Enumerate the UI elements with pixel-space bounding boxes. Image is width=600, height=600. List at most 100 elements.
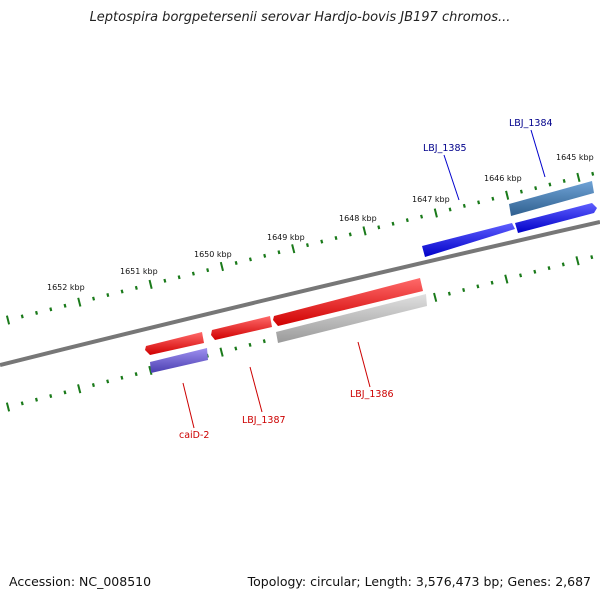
gene-caid2-arrow[interactable] <box>145 332 204 355</box>
inner-ring-minor-tick <box>20 401 24 406</box>
outer-ring-minor-tick <box>420 214 424 219</box>
outer-ring-minor-tick <box>92 296 96 301</box>
gene-label-lbj1386[interactable]: LBJ_1386 <box>350 389 394 400</box>
outer-ring-minor-tick <box>348 232 352 237</box>
outer-ring-minor-tick <box>377 225 381 230</box>
outer-ring-minor-tick <box>263 253 267 258</box>
inner-ring-minor-tick <box>234 346 238 351</box>
inner-ring-major-tick <box>219 347 224 357</box>
inner-ring-minor-tick <box>547 266 551 271</box>
inner-ring-minor-tick <box>561 262 565 267</box>
outer-ring-major-tick <box>505 190 510 200</box>
outer-ring-minor-tick <box>35 310 39 315</box>
outer-ring-minor-tick <box>491 196 495 201</box>
tick-label-1652: 1652 kbp <box>47 283 85 292</box>
inner-ring-major-tick <box>504 274 509 284</box>
lbj1386-leader <box>357 341 371 388</box>
outer-ring-minor-tick <box>234 260 238 265</box>
gene-lbj1385-arrow[interactable] <box>422 223 515 257</box>
inner-ring-minor-tick <box>106 379 110 384</box>
gene-label-lbj1387[interactable]: LBJ_1387 <box>242 415 286 426</box>
outer-ring-minor-tick <box>163 278 167 283</box>
inner-ring-major-tick <box>433 292 438 302</box>
lbj1387-leader <box>249 366 263 413</box>
tick-label-1650: 1650 kbp <box>194 250 232 259</box>
caid2-leader <box>182 382 195 429</box>
map-title: Leptospira borgpetersenii serovar Hardjo… <box>89 10 511 25</box>
accession-text: Accession: NC_008510 <box>9 574 152 589</box>
outer-ring-minor-tick <box>20 314 24 319</box>
gene-lbj1386-gray-arrow[interactable] <box>276 294 427 343</box>
outer-ring-minor-tick <box>63 303 67 308</box>
gene-label-caid2[interactable]: caiD-2 <box>179 430 209 441</box>
gene-label-lbj1384[interactable]: LBJ_1384 <box>509 118 553 129</box>
gene-lbj1387-arrow[interactable] <box>211 316 272 340</box>
gene-blue-top-arrow[interactable] <box>509 181 594 216</box>
tick-label-1651: 1651 kbp <box>120 267 158 276</box>
inner-ring-minor-tick <box>462 287 466 293</box>
inner-ring-minor-tick <box>248 342 252 347</box>
inner-ring-minor-tick <box>590 255 594 260</box>
outer-ring-minor-tick <box>305 243 309 248</box>
outer-ring-major-tick <box>148 279 153 289</box>
tick-label-1647: 1647 kbp <box>412 195 450 204</box>
gene-lbj1386-arrow[interactable] <box>273 278 423 326</box>
outer-ring-major-tick <box>362 226 367 236</box>
outer-ring-minor-tick <box>477 200 481 205</box>
inner-ring-minor-tick <box>447 291 451 296</box>
outer-ring-minor-tick <box>448 207 452 212</box>
inner-ring-minor-tick <box>120 375 124 380</box>
outer-ring-minor-tick <box>320 239 324 244</box>
inner-ring-minor-tick <box>134 372 138 377</box>
gene-caid2-purple-arrow[interactable] <box>150 348 208 373</box>
outer-ring-minor-tick <box>591 171 595 176</box>
chromosome-backbone <box>0 220 600 367</box>
outer-ring-major-tick <box>433 208 438 218</box>
outer-ring-minor-tick <box>405 218 409 223</box>
inner-ring-minor-tick <box>262 339 266 344</box>
outer-ring-minor-tick <box>334 235 338 241</box>
lbj1384-leader <box>530 129 546 178</box>
inner-ring-minor-tick <box>63 390 67 395</box>
inner-ring-minor-tick <box>34 397 38 402</box>
inner-ring-minor-tick <box>490 280 494 285</box>
outer-ring-minor-tick <box>462 203 466 208</box>
outer-ring-minor-tick <box>562 178 566 183</box>
lbj1385-leader <box>443 154 460 201</box>
outer-ring-major-tick <box>5 315 11 325</box>
inner-ring-minor-tick <box>91 383 95 388</box>
outer-ring-major-tick <box>291 244 296 254</box>
tick-label-1646: 1646 kbp <box>484 174 522 183</box>
inner-ring-minor-tick <box>49 394 53 399</box>
inner-ring-minor-tick <box>519 273 523 278</box>
gene-lbj1384-arrow[interactable] <box>515 203 597 233</box>
outer-ring-minor-tick <box>277 250 281 255</box>
inner-ring-minor-tick <box>476 284 480 289</box>
inner-ring-major-tick <box>77 384 82 394</box>
inner-ring-major-tick <box>5 402 11 412</box>
tick-label-1645: 1645 kbp <box>556 153 594 162</box>
tick-label-1648: 1648 kbp <box>339 214 377 223</box>
outer-ring-minor-tick <box>49 307 53 312</box>
outer-ring-minor-tick <box>519 189 523 194</box>
outer-tick-ring <box>5 171 595 325</box>
outer-ring-minor-tick <box>548 182 552 187</box>
outer-ring-minor-tick <box>134 285 138 290</box>
outer-ring-minor-tick <box>191 271 195 276</box>
tick-labels: 1645 kbp 1646 kbp 1647 kbp 1648 kbp 1649… <box>47 153 594 292</box>
outer-ring-minor-tick <box>120 289 124 294</box>
outer-ring-minor-tick <box>534 186 538 191</box>
tick-label-1649: 1649 kbp <box>267 233 305 242</box>
inner-ring-major-tick <box>575 256 580 266</box>
outer-ring-major-tick <box>77 297 82 307</box>
outer-ring-minor-tick <box>106 293 110 298</box>
inner-ring-major-tick <box>148 365 153 376</box>
outer-ring-minor-tick <box>177 275 181 280</box>
outer-ring-major-tick <box>576 172 581 182</box>
outer-ring-minor-tick <box>248 257 252 262</box>
outer-ring-minor-tick <box>206 268 210 273</box>
gene-label-lbj1385[interactable]: LBJ_1385 <box>423 143 467 154</box>
inner-ring-minor-tick <box>533 269 537 274</box>
topology-text: Topology: circular; Length: 3,576,473 bp… <box>247 574 591 589</box>
